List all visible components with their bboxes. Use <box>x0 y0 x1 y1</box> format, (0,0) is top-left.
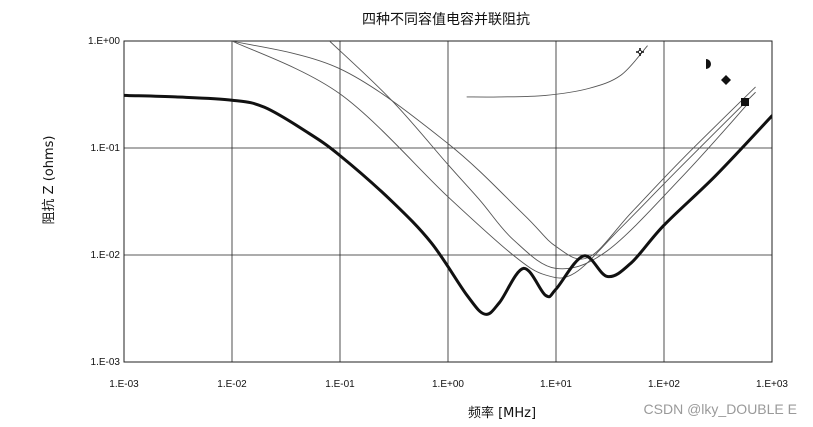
y-tick-label: 1.E-02 <box>91 250 121 261</box>
x-tick-label: 1.E+02 <box>648 379 680 390</box>
x-tick-label: 1.E+03 <box>756 379 788 390</box>
x-tick-label: 1.E-01 <box>325 379 355 390</box>
y-tick-label: 1.E-03 <box>91 357 121 368</box>
cross-marker-center <box>638 50 643 55</box>
y-axis-label: 阻抗 Z (ohms) <box>42 136 57 225</box>
chart-title: 四种不同容值电容并联阻抗 <box>362 11 530 28</box>
half-circle-marker <box>706 59 711 69</box>
series-line-1 <box>466 45 648 98</box>
series-line-3 <box>231 41 756 279</box>
series-line-4 <box>329 41 749 270</box>
x-tick-label: 1.E-03 <box>109 379 139 390</box>
diamond-marker <box>721 75 731 85</box>
x-axis-label: 频率 [MHz] <box>468 405 536 421</box>
y-tick-label: 1.E+00 <box>88 36 120 47</box>
watermark: CSDN @lky_DOUBLE E <box>644 401 797 417</box>
x-tick-label: 1.E+00 <box>432 379 464 390</box>
tick-labels: 1.E-03 1.E-02 1.E-01 1.E+00 1.E+01 1.E+02 1.E+… <box>88 36 788 390</box>
series-line-total <box>124 93 772 316</box>
x-tick-label: 1.E-02 <box>217 379 247 390</box>
series-line-2 <box>231 41 756 260</box>
square-marker <box>741 98 749 106</box>
grid <box>123 40 773 363</box>
plot-area <box>124 41 772 316</box>
series-group <box>124 41 772 316</box>
y-tick-label: 1.E-01 <box>91 143 121 154</box>
x-tick-label: 1.E+01 <box>540 379 572 390</box>
